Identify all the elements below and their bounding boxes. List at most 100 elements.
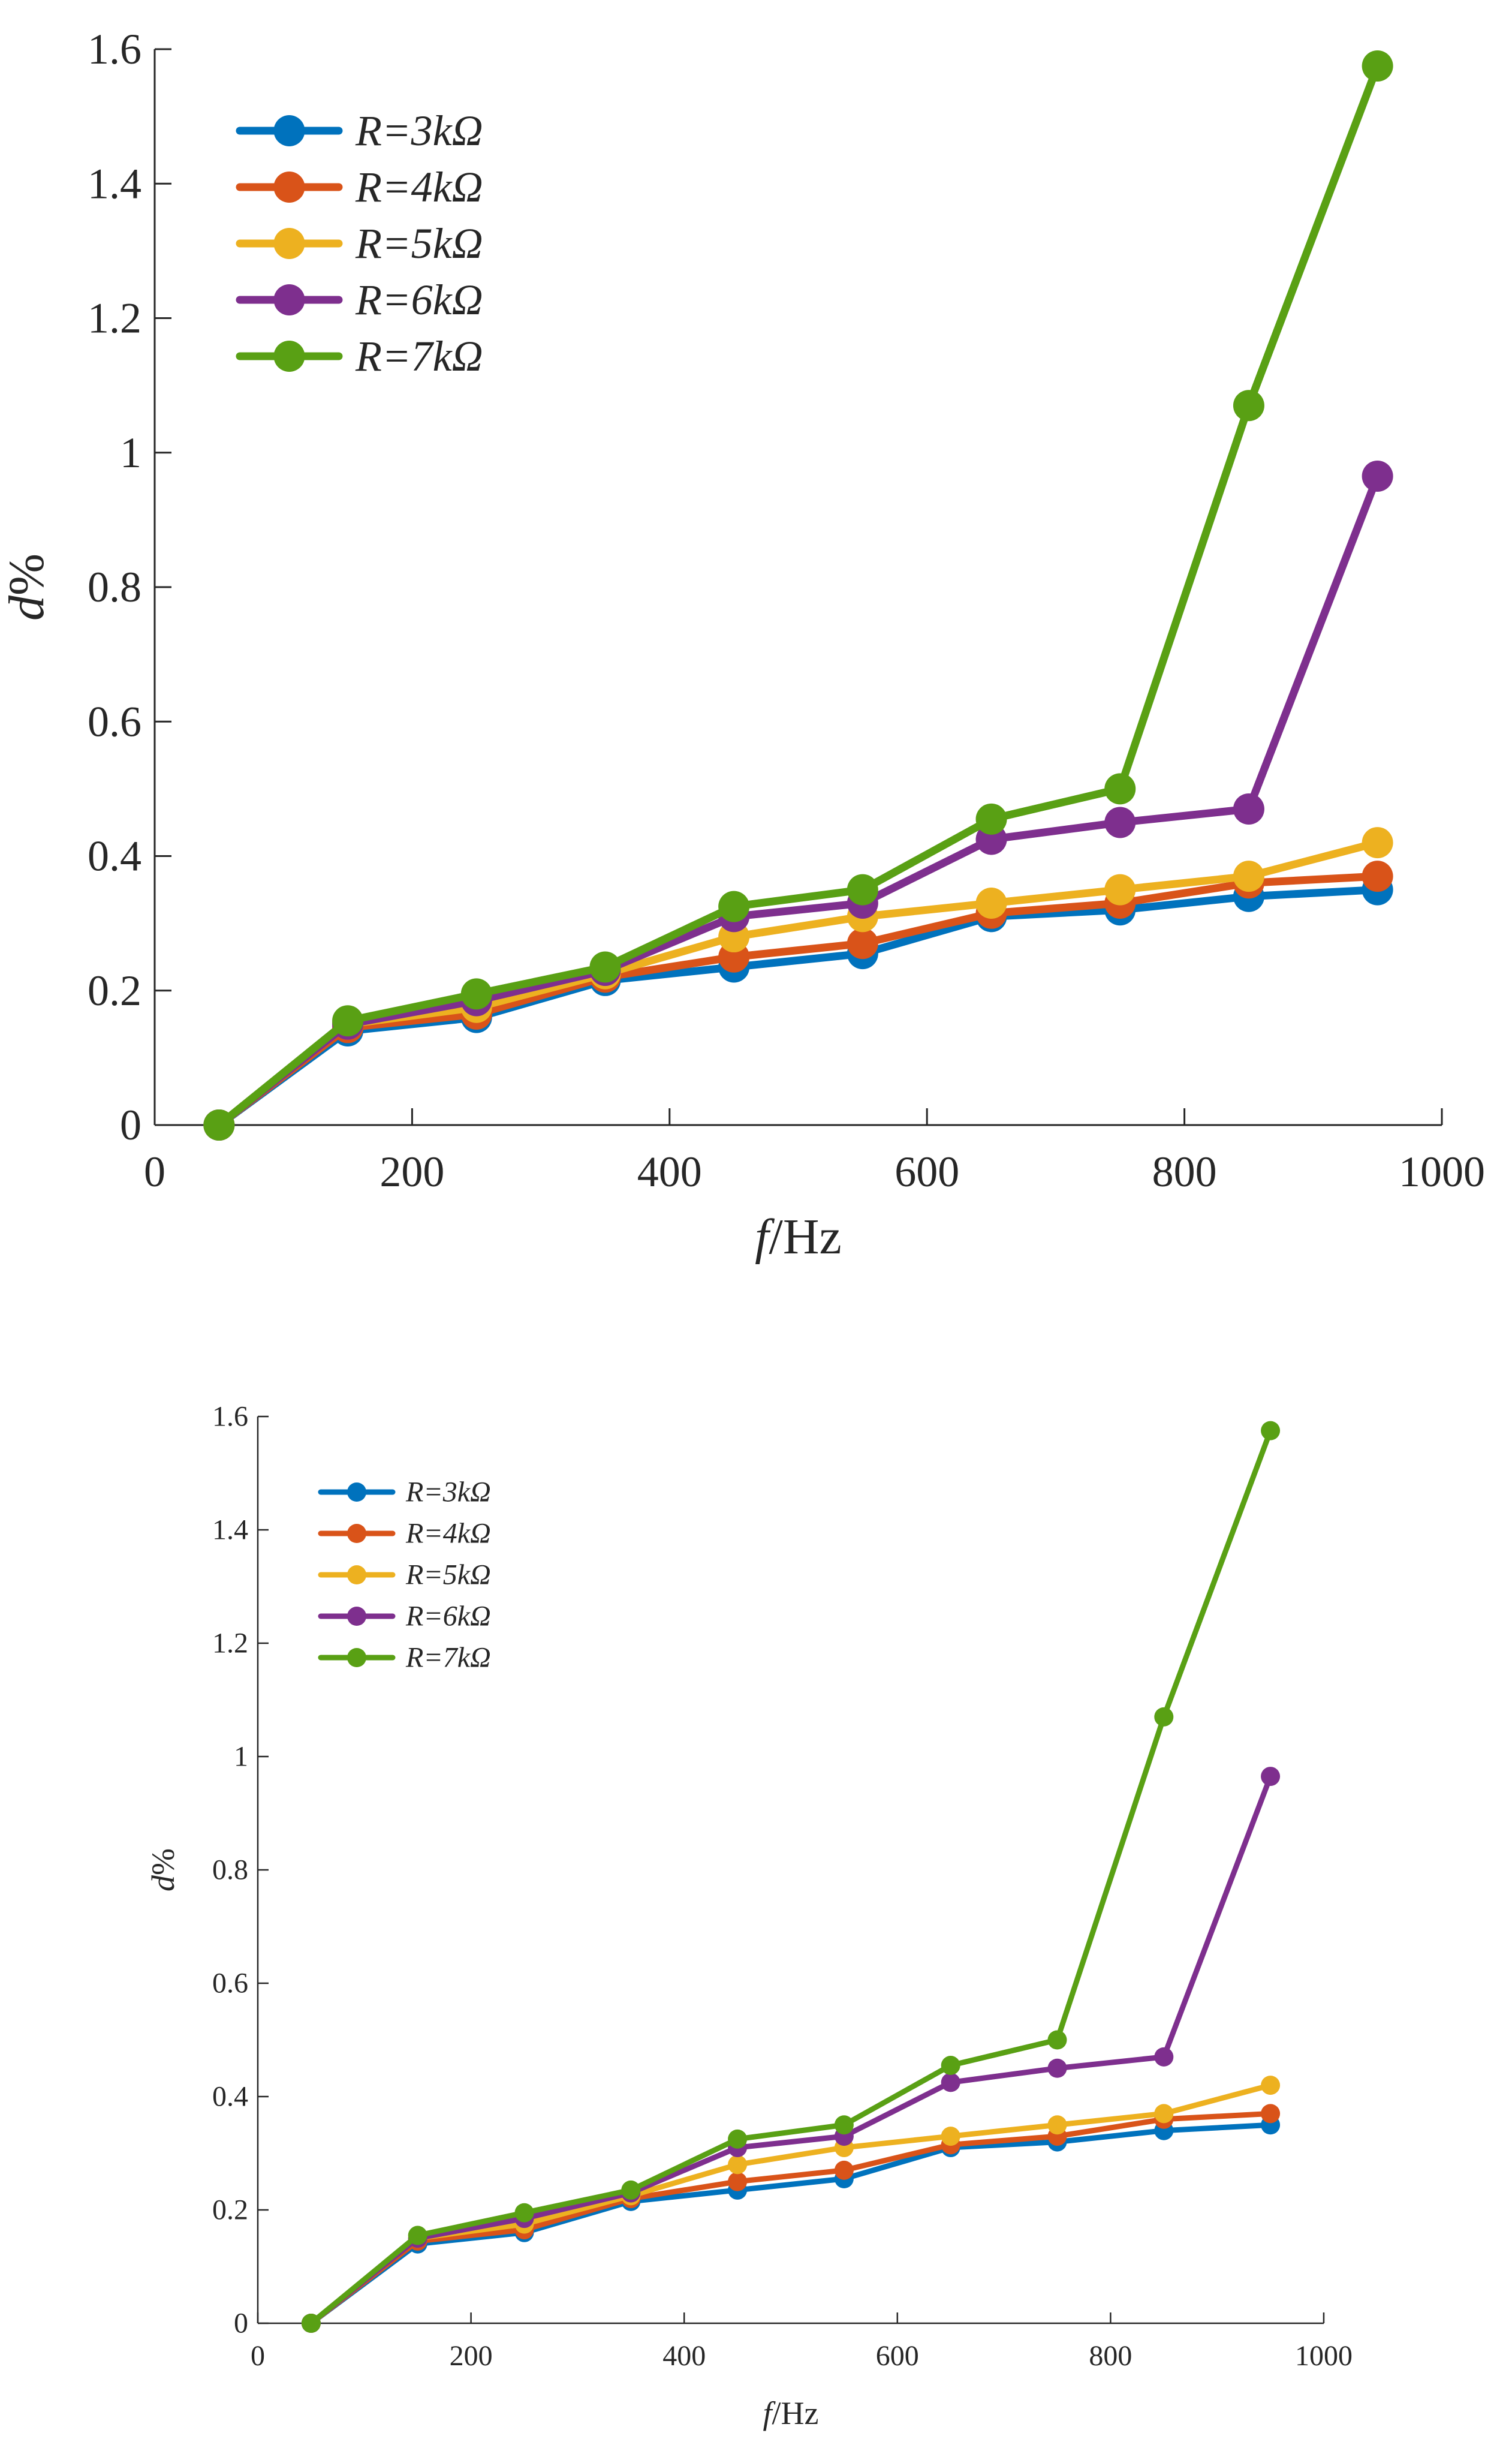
top-data-point-r-4k — [847, 928, 878, 960]
bottom-y-tick-label: 1.6 — [212, 1401, 248, 1433]
bottom-legend-label-r-7k: R=7kΩ — [405, 1642, 491, 1674]
bottom-y-tick-label: 1 — [234, 1741, 248, 1773]
bottom-legend-marker-r-4k — [347, 1524, 366, 1543]
top-data-point-r-6k — [1362, 460, 1393, 492]
bottom-legend: R=3kΩ R=4kΩ R=5kΩ R=6kΩ R=7kΩ — [318, 1476, 491, 1674]
top-y-tick-label: 1.2 — [88, 294, 141, 342]
bottom-x-tick-label: 200 — [450, 2340, 493, 2372]
top-y-axis-label: d% — [0, 554, 55, 621]
top-data-point-r-6k — [1233, 793, 1264, 825]
top-legend-marker-r-6k — [273, 284, 305, 315]
top-y-tick-label: 1.4 — [88, 160, 141, 207]
bottom-legend-marker-r-5k — [347, 1565, 366, 1584]
bottom-legend-marker-r-3k — [347, 1482, 366, 1502]
top-data-point-r-7k — [203, 1109, 235, 1141]
bottom-series-line-r-6k — [308, 1773, 1273, 2326]
bottom-data-point-r-6k — [941, 2073, 960, 2092]
bottom-series-line-r-5k — [308, 2082, 1273, 2326]
bottom-data-point-r-6k — [1047, 2058, 1067, 2078]
top-legend-marker-r-4k — [273, 172, 305, 203]
top-legend-marker-r-3k — [273, 115, 305, 146]
top-legend-label-r-4k: R=4kΩ — [355, 163, 483, 211]
bottom-y-axis-label-unit: % — [145, 1848, 181, 1875]
top-x-axis-label-unit: /Hz — [769, 1209, 842, 1265]
bottom-y-axis-label: d% — [145, 1848, 181, 1891]
top-legend-label-r-7k: R=7kΩ — [355, 332, 483, 380]
bottom-x-tick-label: 400 — [662, 2340, 706, 2372]
top-y-tick-label: 0 — [120, 1101, 141, 1149]
top-legend-label-r-3k: R=3kΩ — [355, 107, 483, 155]
bottom-data-point-r-6k — [1154, 2047, 1174, 2067]
top-data-point-r-7k — [589, 951, 621, 983]
top-x-axis-label: f/Hz — [755, 1209, 842, 1265]
bottom-data-point-r-7k — [1047, 2030, 1067, 2050]
bottom-x-axis-label-unit: /Hz — [772, 2395, 819, 2431]
bottom-y-tick-label: 0.4 — [212, 2081, 248, 2113]
top-y-tick-label: 0.8 — [88, 563, 141, 611]
bottom-data-point-r-7k — [1261, 1421, 1281, 1440]
top-data-point-r-5k — [1104, 874, 1136, 906]
chart-top: 0 200 400 600 800 1000 0 0.2 0.4 0.6 0.8 1 1.2 1.4 1.6… — [0, 25, 1485, 1265]
bottom-y-tick-label: 1.4 — [212, 1514, 248, 1546]
top-data-point-r-7k — [332, 1005, 364, 1037]
bottom-data-point-r-4k — [1261, 2104, 1281, 2124]
top-y-tick-label: 0.6 — [88, 697, 141, 745]
bottom-x-tick-label: 600 — [876, 2340, 919, 2372]
top-data-point-r-7k — [1104, 773, 1136, 805]
top-series-line-r-4k — [215, 872, 1382, 1129]
top-data-point-r-7k — [1233, 390, 1264, 422]
bottom-data-point-r-7k — [301, 2314, 321, 2333]
top-data-point-r-5k — [1233, 861, 1264, 892]
top-y-tick-label: 1 — [120, 429, 141, 477]
top-y-tick-label: 0.2 — [88, 967, 141, 1015]
top-x-tick-label: 600 — [894, 1148, 959, 1196]
top-x-tick-label: 0 — [144, 1148, 165, 1196]
bottom-y-tick-label: 0.6 — [212, 1968, 248, 1999]
top-y-tick-label: 0.4 — [88, 832, 141, 880]
top-x-tick-label: 200 — [379, 1148, 444, 1196]
top-x-tick-label: 400 — [637, 1148, 702, 1196]
bottom-y-tick-label: 0.8 — [212, 1854, 248, 1886]
bottom-x-tick-label: 0 — [251, 2340, 265, 2372]
bottom-x-tick-label: 1000 — [1295, 2340, 1353, 2372]
top-legend: R=3kΩ R=4kΩ R=5kΩ R=6kΩ R=7kΩ — [236, 107, 483, 380]
bottom-data-point-r-7k — [941, 2056, 960, 2076]
top-series-line-r-5k — [215, 838, 1382, 1129]
top-x-tick-label: 1000 — [1399, 1148, 1485, 1196]
bottom-y-tick-label: 0.2 — [212, 2194, 248, 2226]
top-legend-marker-r-7k — [273, 341, 305, 372]
top-data-point-r-7k — [1362, 50, 1393, 82]
bottom-legend-marker-r-6k — [347, 1607, 366, 1626]
bottom-legend-label-r-5k: R=5kΩ — [405, 1559, 491, 1591]
bottom-data-point-r-7k — [621, 2180, 641, 2200]
top-data-point-r-7k — [718, 891, 750, 922]
bottom-y-tick-label: 0 — [234, 2308, 248, 2339]
top-data-point-r-7k — [847, 874, 878, 906]
top-legend-label-r-6k: R=6kΩ — [355, 276, 483, 324]
top-y-axis-label-italic: d — [0, 595, 55, 621]
bottom-data-point-r-5k — [1154, 2104, 1174, 2124]
bottom-legend-marker-r-7k — [347, 1648, 366, 1667]
bottom-legend-label-r-6k: R=6kΩ — [405, 1601, 491, 1632]
top-legend-label-r-5k: R=5kΩ — [355, 219, 483, 267]
bottom-data-point-r-7k — [834, 2115, 854, 2135]
top-series-line-r-6k — [215, 472, 1382, 1129]
bottom-data-point-r-4k — [728, 2172, 748, 2191]
bottom-series-line-r-4k — [308, 2110, 1273, 2326]
bottom-x-axis-label: f/Hz — [763, 2395, 819, 2431]
bottom-series-line-r-3k — [308, 2122, 1273, 2326]
bottom-data-point-r-5k — [941, 2127, 960, 2146]
bottom-data-point-r-6k — [1261, 1767, 1281, 1787]
top-x-tick-label: 800 — [1152, 1148, 1217, 1196]
bottom-series-line-r-7k — [308, 1428, 1273, 2326]
top-legend-marker-r-5k — [273, 228, 305, 259]
bottom-data-point-r-7k — [408, 2226, 427, 2245]
bottom-legend-label-r-3k: R=3kΩ — [405, 1476, 491, 1508]
bottom-data-point-r-7k — [514, 2203, 534, 2223]
top-data-point-r-6k — [1104, 807, 1136, 838]
bottom-legend-label-r-4k: R=4kΩ — [405, 1518, 491, 1550]
bottom-y-tick-label: 1.2 — [212, 1628, 248, 1659]
bottom-data-point-r-4k — [834, 2160, 854, 2180]
